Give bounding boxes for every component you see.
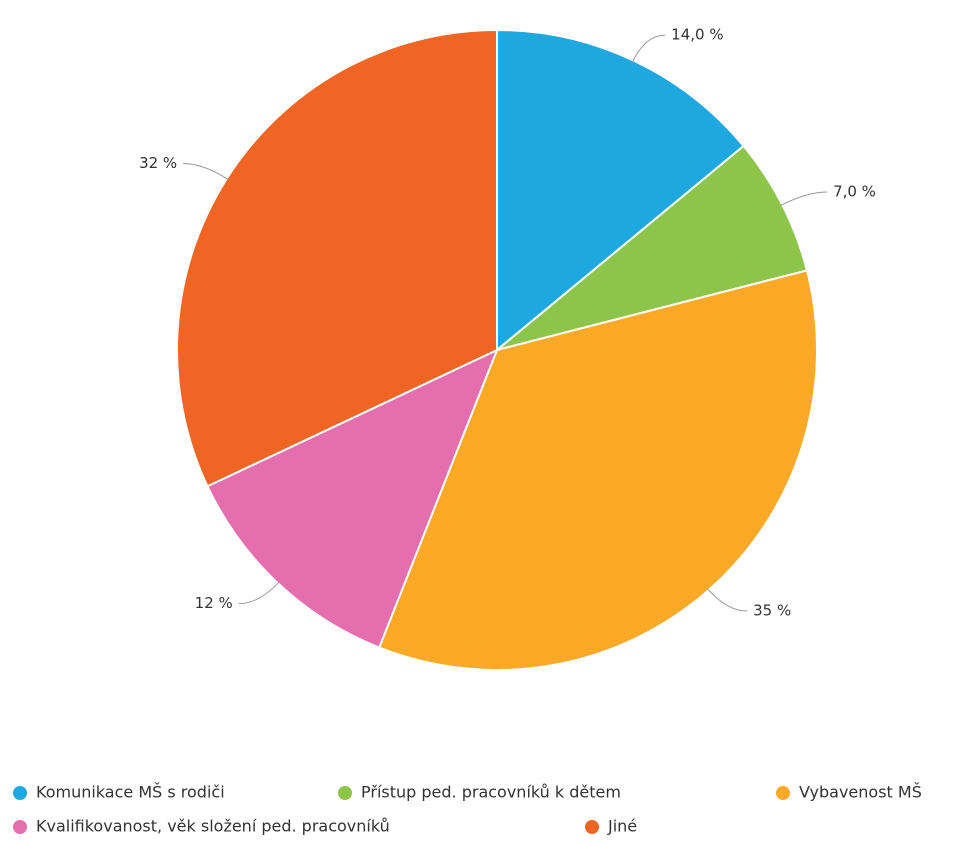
legend-label: Přístup ped. pracovníků k dětem (361, 783, 621, 802)
data-label: 7,0 % (833, 183, 876, 201)
leader-line (238, 581, 280, 605)
legend-marker (585, 820, 599, 834)
pie: 14,0 % 7,0 % 35 % 12 % 32 % (139, 26, 876, 671)
legend-label: Komunikace MŠ s rodiči (36, 783, 225, 802)
legend-marker (13, 786, 27, 800)
leader-line (631, 34, 666, 63)
leader-line (183, 163, 229, 181)
data-label: 35 % (753, 602, 791, 620)
legend-label: Jiné (607, 817, 637, 836)
legend-marker (338, 786, 352, 800)
leader-line (780, 191, 828, 207)
data-label: 32 % (139, 154, 177, 172)
legend-marker (13, 820, 27, 834)
legend-marker (776, 786, 790, 800)
data-label: 12 % (195, 594, 233, 612)
legend-label: Kvalifikovanost, věk složení ped. pracov… (36, 817, 390, 836)
legend: Komunikace MŠ s rodiči Přístup ped. praco… (13, 783, 922, 836)
data-label: 14,0 % (671, 26, 723, 44)
leader-line (706, 588, 748, 612)
legend-label: Vybavenost MŠ (799, 783, 922, 802)
